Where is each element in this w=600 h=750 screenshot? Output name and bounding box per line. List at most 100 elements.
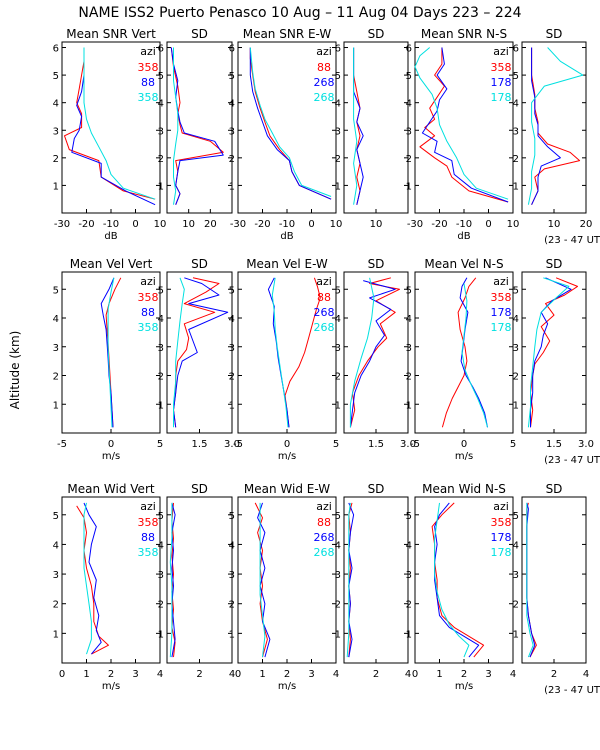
panel-snr-ns: Mean SNR N-S 1 2 3 4 5 6 -30 -20 -10 0 10 dB azi 358 17…	[406, 27, 520, 242]
y-tick-label: 1	[158, 181, 164, 192]
series-line-cyan	[83, 502, 92, 655]
y-tick-label: 2	[53, 154, 59, 165]
y-tick-label: 2	[158, 372, 164, 383]
y-tick-label: 6	[513, 44, 519, 55]
y-tick-label: 3	[335, 126, 341, 137]
x-axis-label: m/s	[278, 451, 296, 462]
x-axis-label: m/s	[455, 451, 473, 462]
legend-item-blue: 88	[141, 76, 155, 89]
y-tick-label: 4	[53, 99, 59, 110]
x-tick-label: -30	[54, 219, 70, 230]
y-tick-label: 5	[158, 285, 164, 296]
y-tick-label: 3	[229, 343, 235, 354]
y-tick-label: 4	[158, 540, 164, 551]
series-line-cyan	[346, 502, 351, 658]
legend-item-cyan: 358	[138, 321, 159, 334]
panel-wid-vert: Mean Wid Vert 1 2 3 4 5 0 1 2 3 4 m/s azi 358 88 358	[53, 482, 164, 692]
x-tick-label: 1	[436, 669, 442, 680]
legend-item-blue: 178	[491, 531, 512, 544]
panel-title: Mean Wid Vert	[67, 482, 154, 496]
panel-wid-vert-sd: SD 1 2 3 4 5 2 4	[158, 482, 236, 680]
legend-item-red: 88	[317, 291, 331, 304]
x-tick-label: 4	[157, 669, 163, 680]
y-tick-label: 4	[513, 99, 519, 110]
legend-header: azi	[493, 500, 509, 513]
panel-snr-ns-sd: SD 1 2 3 4 5 6 10 20 (23 - 47 UT)	[513, 27, 600, 246]
x-tick-label: 3.0	[400, 439, 416, 450]
y-tick-label: 4	[406, 540, 412, 551]
y-tick-label: 3	[229, 126, 235, 137]
series-line-blue	[348, 502, 355, 658]
panel-title: SD	[191, 257, 208, 271]
series-line-blue	[434, 502, 480, 658]
x-axis-label: m/s	[455, 681, 473, 692]
ut-note: (23 - 47 UT)	[544, 235, 600, 246]
y-tick-label: 3	[406, 343, 412, 354]
series-line-cyan	[461, 283, 488, 428]
series-line-cyan	[169, 502, 173, 658]
x-tick-label: 4	[583, 669, 589, 680]
y-tick-label: 4	[335, 99, 341, 110]
series-line-cyan	[527, 277, 570, 428]
legend-header: azi	[493, 45, 509, 58]
series-line-blue	[170, 47, 224, 205]
panel-frame	[166, 41, 233, 214]
y-tick-label: 2	[406, 154, 412, 165]
series-line-cyan	[173, 47, 179, 205]
x-tick-label: 10	[370, 219, 383, 230]
series-line-red	[441, 277, 477, 428]
series-line-cyan	[349, 277, 375, 428]
x-tick-label: 3.0	[578, 439, 594, 450]
x-tick-label: -5	[410, 439, 420, 450]
panel-title: SD	[546, 482, 563, 496]
legend-item-red: 358	[138, 516, 159, 529]
panel-title: Mean Vel N-S	[424, 257, 503, 271]
x-tick-label: 0	[461, 439, 467, 450]
x-tick-label: 3	[132, 669, 138, 680]
y-tick-label: 5	[158, 71, 164, 82]
series-line-blue	[249, 47, 332, 200]
panel-vel-vert: Mean Vel Vert 1 2 3 4 5 -5 0 5 m/s azi 358 88 358	[53, 257, 164, 462]
legend-item-red: 358	[491, 61, 512, 74]
series-line-cyan	[259, 502, 266, 658]
y-tick-label: 3	[513, 343, 519, 354]
legend-item-cyan: 268	[314, 321, 335, 334]
y-tick-label: 5	[53, 71, 59, 82]
series-line-cyan	[173, 277, 185, 428]
legend-item-cyan: 358	[138, 91, 159, 104]
x-tick-label: 0	[485, 219, 491, 230]
x-tick-label: 20	[204, 219, 217, 230]
y-tick-label: 1	[229, 181, 235, 192]
x-tick-label: 5	[333, 439, 339, 450]
y-tick-label: 5	[53, 285, 59, 296]
series-line-red	[76, 505, 109, 655]
panel-vel-ns: Mean Vel N-S 1 2 3 4 5 -5 0 5 m/s azi 358 178 178	[406, 257, 517, 462]
x-tick-label: 10	[182, 219, 195, 230]
series-line-red	[419, 47, 509, 203]
y-tick-label: 2	[158, 154, 164, 165]
y-tick-label: 3	[53, 126, 59, 137]
legend-header: azi	[140, 500, 156, 513]
series-line-cyan	[249, 47, 332, 197]
y-tick-label: 3	[513, 126, 519, 137]
panel-title: Mean Wid N-S	[422, 482, 506, 496]
panel-title: Mean Vel E-W	[246, 257, 328, 271]
y-tick-label: 2	[229, 372, 235, 383]
series-line-cyan	[434, 502, 470, 658]
panel-frame	[343, 496, 409, 664]
y-tick-label: 2	[53, 372, 59, 383]
legend-item-red: 358	[138, 291, 159, 304]
legend-item-blue: 268	[314, 76, 335, 89]
y-tick-label: 3	[335, 343, 341, 354]
y-tick-label: 1	[406, 400, 412, 411]
series-line-red	[531, 47, 581, 205]
x-tick-label: -20	[254, 219, 270, 230]
series-line-blue	[83, 502, 102, 655]
y-tick-label: 5	[229, 71, 235, 82]
panel-title: Mean SNR N-S	[421, 27, 507, 41]
series-line-cyan	[353, 47, 358, 205]
series-line-cyan	[527, 47, 584, 205]
altitude-axis-label: Altitude (km)	[8, 331, 22, 410]
x-tick-label: -10	[103, 219, 119, 230]
y-tick-label: 4	[229, 99, 235, 110]
